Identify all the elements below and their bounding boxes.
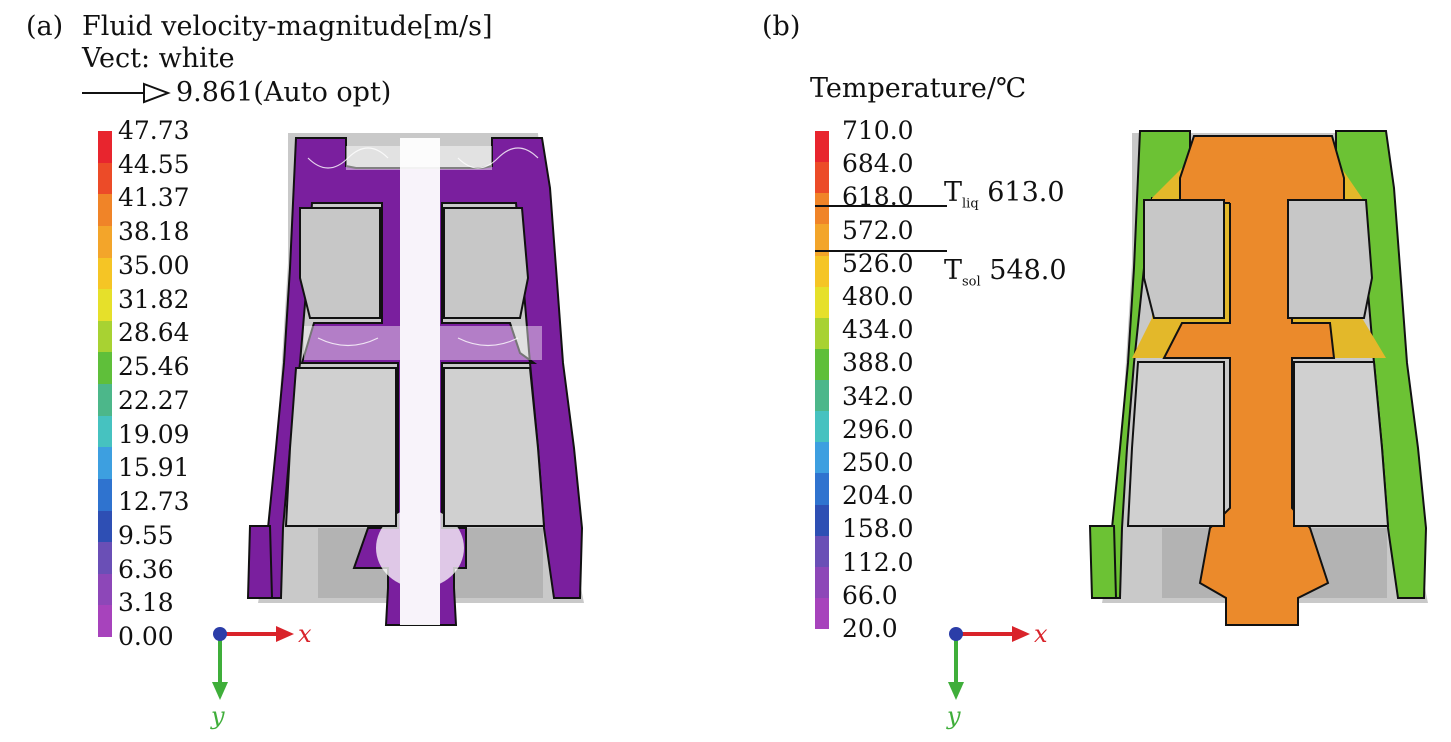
colorbar-tick-label: 28.64 <box>118 318 190 348</box>
colorbar-segment <box>98 320 112 353</box>
colorbar-tick-label: 31.82 <box>118 284 190 314</box>
colorbar-tick-label: 572.0 <box>842 215 914 245</box>
colorbar-tick-label: 66.0 <box>842 580 898 610</box>
colorbar-segment <box>815 504 829 536</box>
colorbar-segment <box>98 194 112 226</box>
colorbar-tick-label: 250.0 <box>842 448 914 477</box>
colorbar-tick-label: 9.55 <box>118 520 174 550</box>
colorbar-segment <box>815 348 829 380</box>
colorbar-tick-label: 3.18 <box>118 588 174 618</box>
colorbar-segment <box>815 535 829 567</box>
liquidus-label: Tliq 613.0 <box>944 177 1065 212</box>
colorbar-segment <box>98 289 112 321</box>
colorbar-segment <box>98 447 112 479</box>
colorbar-tick-label: 158.0 <box>842 514 914 544</box>
colorbar-tick-label: 388.0 <box>842 348 914 378</box>
colorbar-tick-label: 296.0 <box>842 414 914 444</box>
colorbar-segment <box>98 478 112 511</box>
x-axis-label-b: x <box>1034 620 1048 648</box>
panel-a-label: (a) <box>26 11 64 42</box>
colorbar-tick-label: 434.0 <box>842 315 914 345</box>
temperature-colorbar <box>815 131 829 629</box>
velocity-casting-field <box>246 133 584 626</box>
liquidus-solidus-lines <box>815 205 947 252</box>
colorbar-segment <box>815 411 829 443</box>
velocity-colorbar <box>98 131 112 637</box>
colorbar-segment <box>815 442 829 474</box>
colorbar-segment <box>98 225 112 258</box>
coordinate-axes-a: x y <box>210 620 312 730</box>
colorbar-tick-label: 47.73 <box>118 116 190 145</box>
x-axis-label-a: x <box>298 620 312 648</box>
vector-scale-arrow-icon <box>82 82 171 104</box>
colorbar-segment <box>98 573 112 606</box>
colorbar-segment <box>815 286 829 318</box>
colorbar-segment <box>98 605 112 637</box>
coordinate-axes-b: x y <box>946 620 1048 730</box>
colorbar-segment <box>815 224 829 256</box>
colorbar-segment <box>815 317 829 349</box>
solidus-label: Tsol 548.0 <box>944 255 1067 290</box>
colorbar-tick-label: 526.0 <box>842 248 914 278</box>
colorbar-tick-label: 684.0 <box>842 149 914 179</box>
colorbar-tick-label: 19.09 <box>118 419 190 449</box>
colorbar-tick-label: 112.0 <box>842 547 914 577</box>
colorbar-tick-label: 12.73 <box>118 487 190 517</box>
colorbar-tick-label: 6.36 <box>118 554 174 584</box>
colorbar-tick-label: 38.18 <box>118 217 190 247</box>
colorbar-segment <box>98 352 112 384</box>
colorbar-segment <box>815 131 829 163</box>
colorbar-segment <box>815 380 829 412</box>
colorbar-segment <box>98 131 112 163</box>
vector-color-label: Vect: white <box>82 43 235 74</box>
colorbar-tick-label: 20.0 <box>842 614 898 643</box>
y-axis-label-a: y <box>210 702 225 730</box>
colorbar-segment <box>98 510 112 543</box>
colorbar-tick-label: 25.46 <box>118 352 190 382</box>
colorbar-segment <box>98 257 112 290</box>
colorbar-tick-label: 15.91 <box>118 453 190 483</box>
colorbar-tick-label: 22.27 <box>118 385 190 415</box>
velocity-title: Fluid velocity-magnitude[m/s] <box>82 11 493 42</box>
colorbar-segment <box>815 162 829 194</box>
colorbar-segment <box>815 597 829 629</box>
temperature-casting-field <box>1088 130 1428 626</box>
colorbar-segment <box>98 384 112 416</box>
colorbar-segment <box>98 415 112 448</box>
colorbar-tick-label: 0.00 <box>118 622 174 651</box>
temperature-title: Temperature/℃ <box>810 73 1027 104</box>
vector-scale-value: 9.861(Auto opt) <box>176 77 392 108</box>
colorbar-tick-label: 480.0 <box>842 282 914 311</box>
colorbar-segment <box>98 542 112 574</box>
panel-b-label: (b) <box>762 11 801 42</box>
colorbar-segment <box>815 193 829 225</box>
colorbar-segment <box>98 162 112 195</box>
colorbar-segment <box>815 566 829 598</box>
colorbar-tick-label: 710.0 <box>842 116 914 145</box>
colorbar-tick-label: 44.55 <box>118 149 190 179</box>
colorbar-tick-label: 41.37 <box>118 183 190 213</box>
y-axis-label-b: y <box>946 702 961 730</box>
colorbar-segment <box>815 473 829 505</box>
colorbar-tick-label: 35.00 <box>118 250 190 280</box>
colorbar-tick-label: 342.0 <box>842 381 914 411</box>
colorbar-tick-label: 204.0 <box>842 481 914 511</box>
colorbar-segment <box>815 255 829 287</box>
